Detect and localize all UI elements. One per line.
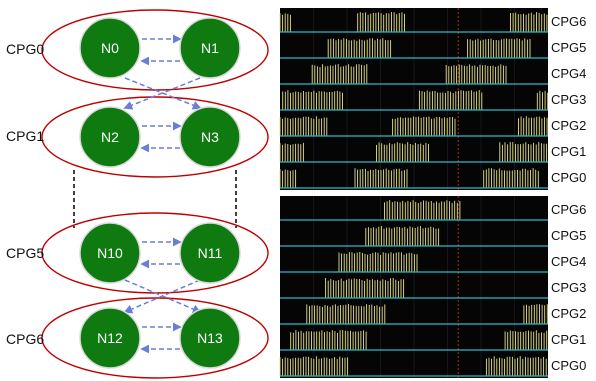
cpg6-label: CPG6 [6, 331, 44, 347]
bottom-panel-label-cpg0: CPG0 [551, 358, 586, 373]
bottom-panel-channel-cpg0 [279, 356, 548, 377]
top-panel-label-cpg2: CPG2 [551, 118, 586, 133]
top-panel-channel-cpg3 [280, 90, 549, 111]
node-n13 [179, 307, 241, 369]
intra-connections [140, 34, 182, 354]
bottom-panel-channel-cpg1 [280, 330, 548, 351]
top-panel-channel-cpg2 [279, 116, 548, 137]
bottom-panel-channel-cpg4 [280, 252, 548, 273]
top-panel-channel-cpg4 [280, 64, 548, 85]
top-panel-label-cpg5: CPG5 [551, 40, 586, 55]
bottom-panel-channel-cpg2 [280, 304, 548, 325]
top-panel-label-cpg6: CPG6 [551, 14, 586, 29]
bottom-panel-label-cpg3: CPG3 [551, 280, 586, 295]
cpg5-label: CPG5 [6, 245, 44, 261]
cpg1-ring [41, 96, 269, 178]
top-panel-label-cpg3: CPG3 [551, 92, 586, 107]
trace-panel-bottom: CPG6 CPG5 CPG4 CPG3 CPG2 CPG1 CPG0 [279, 196, 586, 378]
cpg1-label: CPG1 [6, 128, 44, 144]
node-n10 [79, 222, 141, 284]
bottom-panel-label-cpg5: CPG5 [551, 228, 586, 243]
node-n11-label: N11 [198, 245, 223, 261]
node-n1-label: N1 [201, 40, 219, 56]
node-n10-label: N10 [97, 245, 123, 261]
top-panel-channel-cpg6 [279, 12, 548, 33]
node-n3-label: N3 [201, 129, 219, 145]
top-panel-channel-cpg0 [279, 168, 548, 189]
bottom-panel-label-cpg1: CPG1 [551, 332, 586, 347]
node-n0-label: N0 [101, 40, 119, 56]
bottom-panel-channel-cpg6 [280, 200, 548, 221]
node-n2-label: N2 [101, 129, 119, 145]
cpg6-ring [41, 297, 269, 379]
trace-panel-top: CPG6 CPG5 CPG4 CPG3 CPG2 CPG1 CPG0 [279, 8, 586, 190]
top-panel-label-cpg0: CPG0 [551, 170, 586, 185]
cpg-network-diagram: N0 N1 N2 N3 N10 N11 N12 N13 CPG0 CPG1 CP… [6, 9, 269, 379]
cpg0-label: CPG0 [6, 41, 44, 57]
node-n1 [179, 17, 241, 79]
inter-connections [123, 77, 202, 314]
node-n0 [79, 17, 141, 79]
node-n13-label: N13 [197, 330, 223, 346]
bottom-panel-label-cpg4: CPG4 [551, 254, 586, 269]
top-panel-label-cpg1: CPG1 [551, 144, 586, 159]
bottom-panel-channel-cpg3 [280, 278, 548, 299]
bottom-panel-channel-cpg5 [280, 226, 548, 247]
bottom-panel-label-cpg2: CPG2 [551, 306, 586, 321]
node-n3 [179, 106, 241, 168]
top-panel-label-cpg4: CPG4 [551, 66, 586, 81]
top-panel-channel-cpg5 [280, 38, 548, 59]
node-n12 [79, 307, 141, 369]
bottom-panel-label-cpg6: CPG6 [551, 202, 586, 217]
node-n11 [179, 222, 241, 284]
node-n2 [79, 106, 141, 168]
top-panel-channel-cpg1 [279, 142, 548, 163]
node-n12-label: N12 [97, 330, 123, 346]
